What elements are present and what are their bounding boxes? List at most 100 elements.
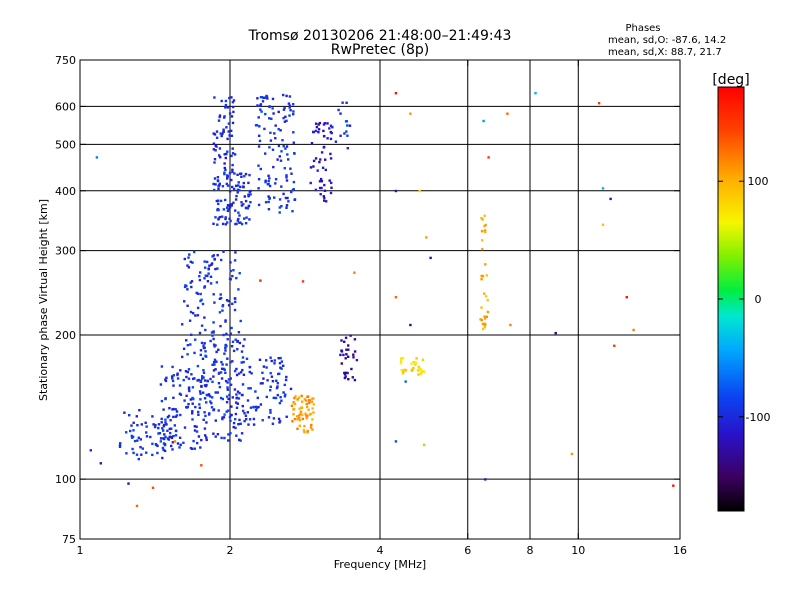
data-point <box>209 339 212 343</box>
data-point <box>484 230 487 234</box>
data-point <box>225 126 228 129</box>
data-point <box>240 201 243 204</box>
data-point <box>343 340 346 343</box>
data-point <box>292 103 295 106</box>
data-point <box>219 293 222 296</box>
data-point <box>202 418 205 421</box>
data-point <box>186 370 189 374</box>
data-point <box>309 166 313 169</box>
data-point <box>210 331 214 334</box>
data-point <box>597 102 601 105</box>
data-point <box>175 414 179 417</box>
data-point <box>613 344 616 347</box>
data-point <box>192 377 195 381</box>
data-point <box>298 407 301 410</box>
data-point <box>227 208 230 211</box>
data-point <box>422 370 426 373</box>
data-point <box>321 166 325 169</box>
data-point <box>487 156 490 159</box>
data-point <box>198 331 202 335</box>
data-point <box>294 395 297 398</box>
data-point <box>290 190 293 194</box>
data-point <box>240 204 244 207</box>
data-point <box>163 433 166 436</box>
data-point <box>265 395 268 399</box>
data-point <box>291 420 294 423</box>
data-point <box>224 223 228 226</box>
data-point <box>135 453 139 456</box>
data-point <box>226 177 229 180</box>
data-point <box>259 167 262 171</box>
data-point <box>344 371 347 374</box>
data-point <box>191 386 195 389</box>
data-point <box>228 112 232 115</box>
data-point <box>329 124 333 127</box>
data-point <box>200 324 204 327</box>
data-point <box>227 433 230 436</box>
data-point <box>328 179 331 182</box>
data-point <box>224 106 227 109</box>
data-point <box>205 438 208 442</box>
data-point <box>305 405 309 409</box>
data-point <box>197 413 200 416</box>
data-point <box>243 419 246 423</box>
data-point <box>254 124 258 127</box>
data-point <box>421 358 425 361</box>
data-point <box>277 417 281 421</box>
data-point <box>318 180 322 183</box>
data-point <box>222 333 225 337</box>
data-point <box>183 285 187 289</box>
data-point <box>244 414 248 417</box>
data-point <box>420 371 423 375</box>
data-point <box>345 101 348 104</box>
data-point <box>218 215 221 219</box>
data-point <box>316 169 319 172</box>
data-point <box>322 123 326 126</box>
data-point <box>224 346 227 350</box>
data-point <box>261 100 265 103</box>
data-point <box>203 384 207 387</box>
colorbar-label: [deg] <box>712 72 749 88</box>
data-point <box>189 260 192 263</box>
data-point <box>189 343 192 346</box>
data-point <box>278 198 282 201</box>
data-point <box>480 274 483 278</box>
data-point <box>231 185 234 189</box>
data-point <box>300 406 304 409</box>
data-point <box>486 298 489 302</box>
data-point <box>224 343 228 347</box>
data-point <box>410 362 413 365</box>
data-point <box>202 371 206 374</box>
data-point <box>220 377 224 380</box>
data-point <box>206 280 210 283</box>
data-point <box>179 413 182 417</box>
data-point <box>212 148 215 151</box>
data-point <box>228 171 232 175</box>
data-point <box>226 137 229 141</box>
data-point <box>485 295 488 298</box>
data-point <box>307 399 311 402</box>
data-point <box>314 129 318 133</box>
data-point <box>137 457 140 461</box>
data-point <box>229 383 233 386</box>
data-point <box>262 365 266 368</box>
data-point <box>353 350 357 353</box>
data-point <box>285 375 288 379</box>
data-point <box>220 258 223 262</box>
data-point <box>285 94 288 98</box>
data-point <box>172 396 175 399</box>
data-point <box>220 99 223 103</box>
data-point <box>306 395 310 398</box>
data-point <box>271 107 274 110</box>
data-point <box>170 427 173 430</box>
data-point <box>186 353 189 356</box>
data-point <box>196 314 200 317</box>
data-point <box>213 161 216 164</box>
data-point <box>272 396 275 400</box>
data-point <box>280 360 284 363</box>
data-point <box>196 292 200 295</box>
data-point <box>236 191 239 194</box>
data-point <box>483 326 486 329</box>
data-point <box>207 393 211 396</box>
data-point <box>172 374 175 377</box>
